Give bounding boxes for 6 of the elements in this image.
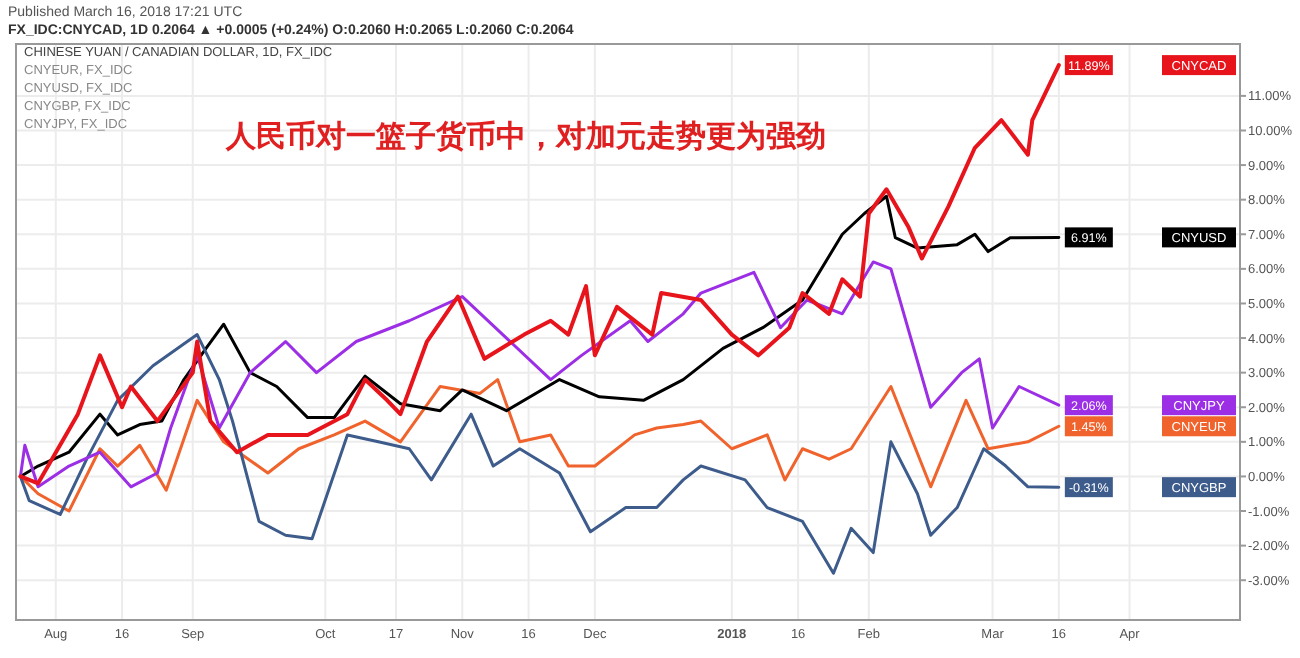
line-series	[18, 333, 1061, 575]
line-series	[18, 63, 1061, 486]
line-series	[18, 378, 1061, 513]
line-series	[18, 194, 1061, 478]
text: 人民币对一篮子货币中，对加元走势更为强劲	[224, 118, 826, 154]
line-series	[18, 260, 1061, 489]
